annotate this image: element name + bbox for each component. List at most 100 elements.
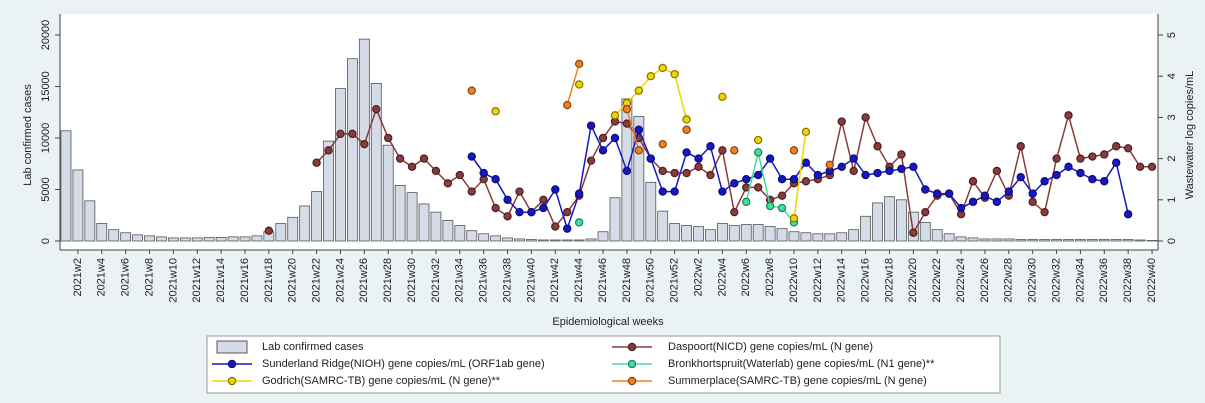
bar bbox=[108, 229, 120, 242]
x-tick-label: 2021w36 bbox=[478, 258, 490, 303]
x-tick-label: 2021w42 bbox=[549, 258, 561, 303]
series-line bbox=[793, 131, 807, 219]
bar bbox=[1122, 239, 1134, 242]
series-marker bbox=[515, 187, 524, 196]
series-marker bbox=[264, 226, 274, 235]
series-marker bbox=[753, 183, 763, 192]
series-marker bbox=[563, 100, 572, 110]
series-marker bbox=[658, 187, 667, 196]
legend-marker bbox=[227, 359, 237, 369]
bar bbox=[120, 232, 132, 242]
x-tick-label: 2021w14 bbox=[215, 258, 227, 303]
series-marker bbox=[539, 203, 548, 213]
legend-marker bbox=[627, 376, 637, 386]
bar bbox=[681, 225, 692, 242]
x-tick-label: 2021w50 bbox=[645, 258, 657, 303]
bar bbox=[418, 203, 430, 242]
series-marker bbox=[467, 86, 476, 95]
series-marker bbox=[455, 170, 465, 180]
bar bbox=[156, 236, 167, 242]
bar bbox=[179, 237, 191, 242]
series-marker bbox=[801, 177, 811, 186]
series-marker bbox=[849, 166, 858, 176]
series-marker bbox=[574, 189, 584, 198]
bar bbox=[1098, 239, 1110, 242]
x-tick-label: 2021w12 bbox=[191, 258, 203, 303]
series-marker bbox=[1135, 162, 1145, 172]
bar bbox=[597, 231, 609, 242]
bar bbox=[1003, 238, 1015, 242]
series-marker bbox=[563, 207, 572, 217]
series-marker bbox=[933, 189, 942, 198]
x-tick-label: 2022w26 bbox=[979, 258, 991, 303]
x-tick-label: 2022w34 bbox=[1074, 258, 1086, 303]
series-marker bbox=[694, 162, 703, 172]
series-marker bbox=[467, 187, 476, 196]
series-marker bbox=[658, 139, 667, 149]
x-tick-label: 2022w18 bbox=[883, 258, 895, 303]
legend-label: Sunderland Ridge(NIOH) gene copies/mL (O… bbox=[262, 358, 545, 370]
series-marker bbox=[1112, 158, 1121, 167]
bar bbox=[215, 236, 227, 242]
bar bbox=[943, 233, 955, 242]
series-marker bbox=[992, 166, 1002, 176]
series-marker bbox=[718, 146, 727, 155]
bar bbox=[370, 83, 382, 242]
series-marker bbox=[574, 218, 584, 227]
x-tick-label: 2022w8 bbox=[764, 258, 776, 297]
series-marker bbox=[777, 203, 787, 213]
bar bbox=[979, 238, 991, 242]
y2-tick-label: 1 bbox=[1166, 197, 1178, 203]
series-marker bbox=[956, 203, 966, 213]
series-marker bbox=[730, 179, 739, 188]
series-marker bbox=[968, 197, 978, 207]
series-marker bbox=[706, 170, 715, 180]
bar bbox=[1015, 239, 1027, 242]
series-marker bbox=[801, 127, 811, 137]
x-tick-label: 2021w30 bbox=[406, 258, 418, 303]
series-marker bbox=[670, 69, 679, 79]
series-marker bbox=[1028, 189, 1037, 198]
bar bbox=[394, 184, 406, 242]
series-marker bbox=[909, 162, 918, 172]
y-tick-label: 0 bbox=[40, 238, 52, 244]
x-tick-label: 2022w38 bbox=[1122, 258, 1134, 303]
series-marker bbox=[586, 121, 596, 130]
bar bbox=[502, 237, 513, 242]
series-marker bbox=[1088, 152, 1097, 161]
series-marker bbox=[742, 174, 751, 184]
series-marker bbox=[694, 154, 703, 163]
series-marker bbox=[431, 166, 441, 176]
bar bbox=[669, 223, 681, 242]
series-marker bbox=[777, 191, 787, 200]
bar bbox=[860, 215, 872, 242]
series-marker bbox=[1123, 144, 1133, 153]
series-marker bbox=[395, 154, 405, 163]
bar bbox=[382, 144, 394, 242]
legend bbox=[206, 335, 1001, 394]
series-marker bbox=[551, 185, 560, 194]
x-tick-label: 2022w12 bbox=[812, 258, 824, 303]
x-tick-label: 2021w44 bbox=[573, 258, 585, 303]
x-tick-label: 2021w8 bbox=[143, 258, 155, 297]
x-tick-label: 2022w28 bbox=[1003, 258, 1015, 303]
bar bbox=[824, 233, 836, 242]
series-marker bbox=[622, 104, 632, 114]
series-marker bbox=[1064, 111, 1073, 120]
series-marker bbox=[1100, 150, 1109, 159]
series-marker bbox=[527, 207, 536, 217]
bar bbox=[335, 88, 346, 242]
series-line bbox=[626, 108, 640, 151]
bar bbox=[764, 226, 776, 242]
bar bbox=[967, 237, 979, 242]
legend-label: Godrich(SAMRC-TB) gene copies/mL (N gene… bbox=[262, 375, 501, 387]
x-tick-label: 2021w24 bbox=[334, 258, 346, 303]
x-tick-label: 2021w2 bbox=[72, 258, 84, 297]
bar bbox=[657, 210, 669, 242]
series-marker bbox=[682, 168, 691, 178]
series-marker bbox=[634, 125, 644, 134]
series-marker bbox=[1016, 142, 1025, 151]
series-marker bbox=[873, 168, 882, 178]
bar bbox=[895, 199, 907, 242]
y2-tick-label: 4 bbox=[1166, 73, 1178, 79]
